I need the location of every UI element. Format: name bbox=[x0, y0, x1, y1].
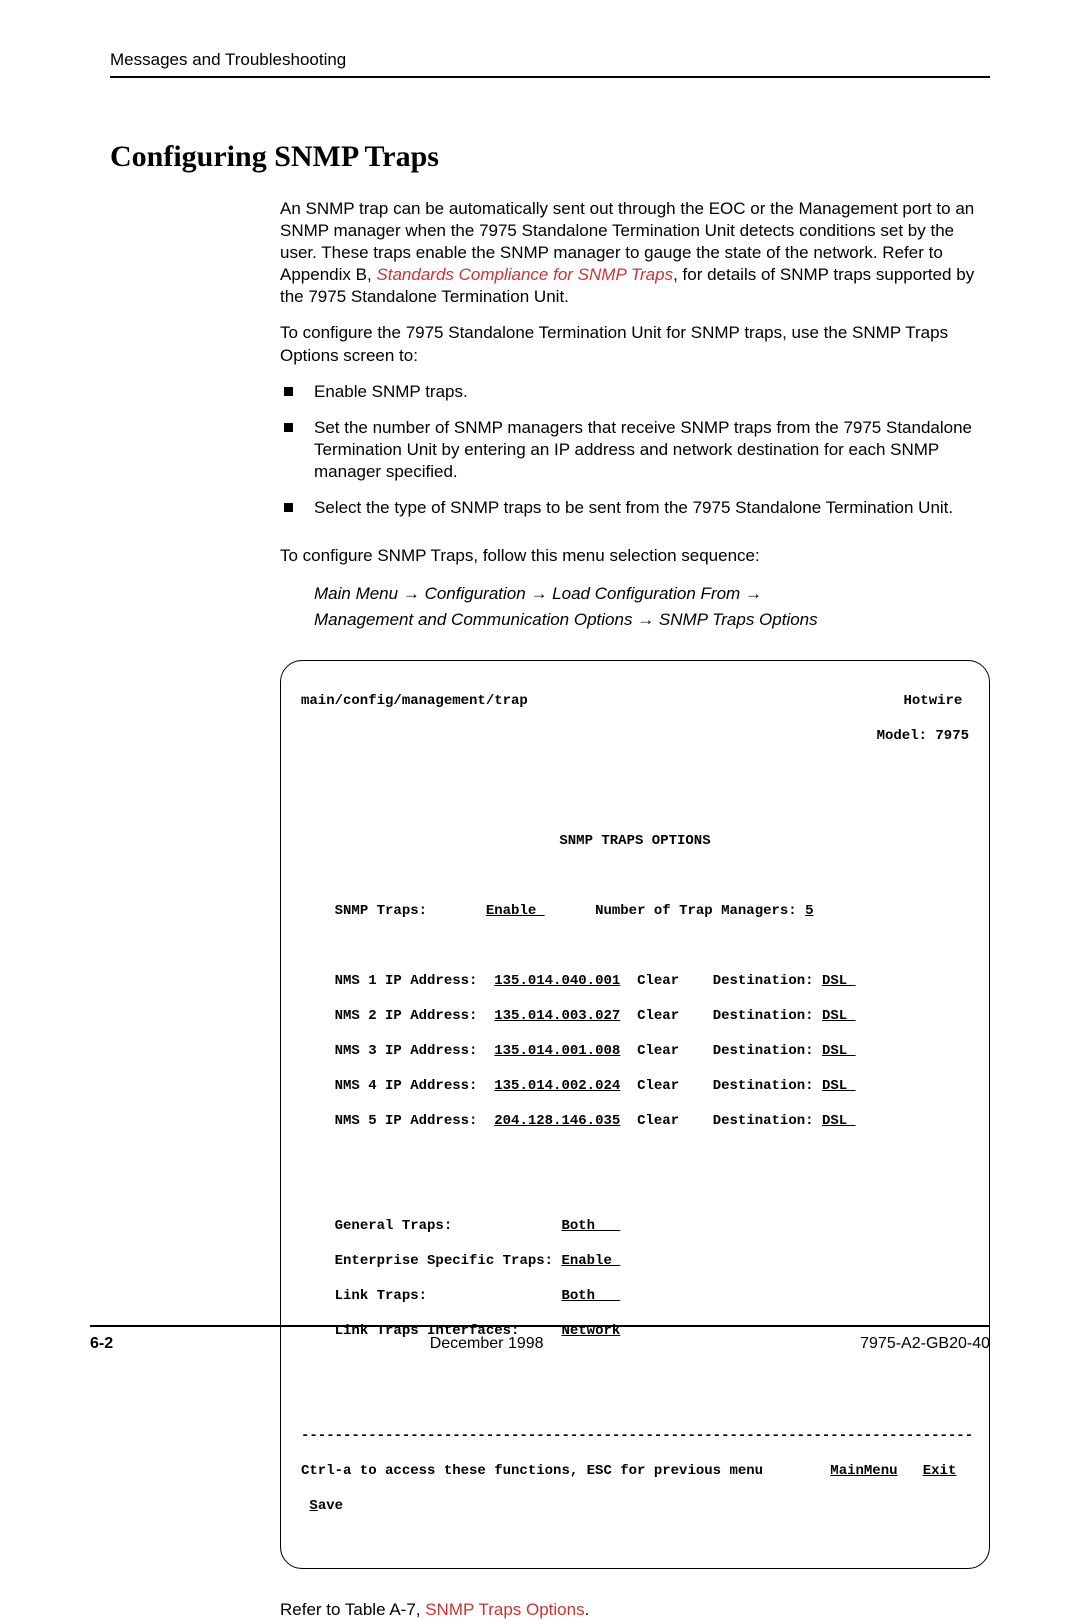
refer-paragraph: Refer to Table A-7, SNMP Traps Options. bbox=[280, 1599, 990, 1621]
destination-value[interactable]: DSL bbox=[822, 1078, 856, 1094]
nms-label: NMS 1 IP Address: bbox=[335, 973, 478, 989]
terminal-help: Ctrl-a to access these functions, ESC fo… bbox=[301, 1463, 763, 1479]
terminal-model: Model: 7975 bbox=[301, 728, 969, 746]
mainmenu-action[interactable]: MainMenu bbox=[830, 1463, 897, 1479]
destination-label: Destination: bbox=[713, 1043, 814, 1059]
general-traps-value[interactable]: Both bbox=[561, 1218, 620, 1234]
nms-ip[interactable]: 135.014.001.008 bbox=[494, 1043, 620, 1059]
intro-paragraph-2: To configure the 7975 Standalone Termina… bbox=[280, 322, 990, 366]
enterprise-traps-label: Enterprise Specific Traps: bbox=[335, 1253, 553, 1269]
bullet-item: Set the number of SNMP managers that rec… bbox=[280, 417, 990, 483]
running-header: Messages and Troubleshooting bbox=[110, 50, 990, 70]
clear-action[interactable]: Clear bbox=[637, 1008, 679, 1024]
destination-value[interactable]: DSL bbox=[822, 1008, 856, 1024]
link-traps-value[interactable]: Both bbox=[561, 1288, 620, 1304]
exit-action[interactable]: Exit bbox=[923, 1463, 957, 1479]
destination-value[interactable]: DSL bbox=[822, 973, 856, 989]
refer-text-post: . bbox=[585, 1600, 590, 1619]
menu-path: Main Menu → Configuration → Load Configu… bbox=[314, 581, 990, 632]
nms-label: NMS 5 IP Address: bbox=[335, 1113, 478, 1129]
terminal-brand: Hotwire bbox=[742, 693, 962, 711]
snmp-traps-label: SNMP Traps: bbox=[335, 903, 427, 919]
bullet-list: Enable SNMP traps. Set the number of SNM… bbox=[280, 381, 990, 519]
lead-paragraph: To configure SNMP Traps, follow this men… bbox=[280, 545, 990, 567]
nms-label: NMS 3 IP Address: bbox=[335, 1043, 478, 1059]
section-title: Configuring SNMP Traps bbox=[110, 140, 990, 174]
header-rule bbox=[110, 76, 990, 78]
table-link[interactable]: SNMP Traps Options bbox=[425, 1600, 584, 1619]
appendix-link[interactable]: Standards Compliance for SNMP Traps bbox=[376, 265, 673, 284]
enterprise-traps-value[interactable]: Enable bbox=[561, 1253, 620, 1269]
nms-ip[interactable]: 135.014.003.027 bbox=[494, 1008, 620, 1024]
page-number: 6-2 bbox=[90, 1335, 113, 1353]
clear-action[interactable]: Clear bbox=[637, 1043, 679, 1059]
clear-action[interactable]: Clear bbox=[637, 1078, 679, 1094]
nms-label: NMS 2 IP Address: bbox=[335, 1008, 478, 1024]
menu-step: Load Configuration From bbox=[552, 584, 740, 603]
intro-paragraph-1: An SNMP trap can be automatically sent o… bbox=[280, 198, 990, 308]
nms-label: NMS 4 IP Address: bbox=[335, 1078, 478, 1094]
menu-step: Configuration bbox=[425, 584, 526, 603]
destination-label: Destination: bbox=[713, 1078, 814, 1094]
page-footer: 6-2 December 1998 7975-A2-GB20-40 bbox=[90, 1325, 990, 1353]
destination-label: Destination: bbox=[713, 973, 814, 989]
clear-action[interactable]: Clear bbox=[637, 973, 679, 989]
terminal-breadcrumb: main/config/management/trap bbox=[301, 693, 742, 711]
num-managers-value[interactable]: 5 bbox=[805, 903, 813, 919]
destination-label: Destination: bbox=[713, 1008, 814, 1024]
clear-action[interactable]: Clear bbox=[637, 1113, 679, 1129]
footer-rule bbox=[90, 1325, 990, 1327]
bullet-item: Enable SNMP traps. bbox=[280, 381, 990, 403]
terminal-screen: main/config/management/trapHotwire Model… bbox=[280, 660, 990, 1569]
save-underline[interactable]: S bbox=[309, 1498, 317, 1514]
menu-step: Main Menu bbox=[314, 584, 398, 603]
nms-ip[interactable]: 204.128.146.035 bbox=[494, 1113, 620, 1129]
num-managers-label: Number of Trap Managers: bbox=[595, 903, 797, 919]
terminal-title: SNMP TRAPS OPTIONS bbox=[301, 833, 969, 851]
menu-step: SNMP Traps Options bbox=[659, 610, 818, 629]
footer-doc-id: 7975-A2-GB20-40 bbox=[860, 1335, 990, 1353]
destination-value[interactable]: DSL bbox=[822, 1113, 856, 1129]
general-traps-label: General Traps: bbox=[335, 1218, 453, 1234]
destination-label: Destination: bbox=[713, 1113, 814, 1129]
nms-ip[interactable]: 135.014.002.024 bbox=[494, 1078, 620, 1094]
link-traps-label: Link Traps: bbox=[335, 1288, 427, 1304]
refer-text: Refer to Table A-7, bbox=[280, 1600, 425, 1619]
menu-step: Management and Communication Options bbox=[314, 610, 632, 629]
destination-value[interactable]: DSL bbox=[822, 1043, 856, 1059]
bullet-item: Select the type of SNMP traps to be sent… bbox=[280, 497, 990, 519]
snmp-traps-value[interactable]: Enable bbox=[486, 903, 545, 919]
nms-ip[interactable]: 135.014.040.001 bbox=[494, 973, 620, 989]
footer-date: December 1998 bbox=[430, 1335, 544, 1353]
